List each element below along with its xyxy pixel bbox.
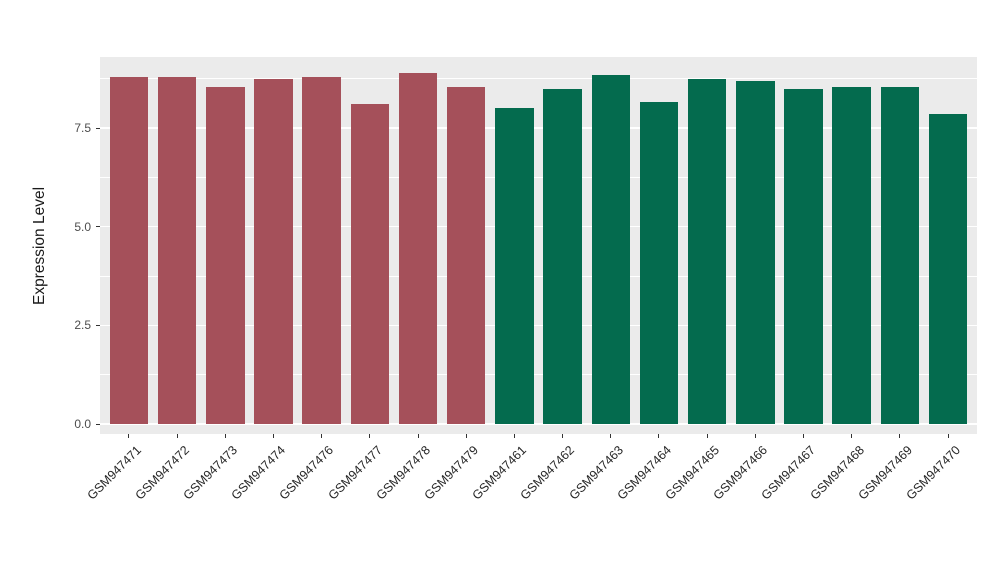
bar: [687, 78, 727, 424]
bar: [350, 104, 390, 424]
major-gridline: [100, 127, 977, 129]
x-tick-mark: [562, 434, 564, 438]
bar: [254, 78, 293, 424]
x-tick-mark: [899, 434, 901, 438]
x-tick-mark: [658, 434, 660, 438]
x-tick-mark: [321, 434, 323, 438]
bar: [928, 114, 968, 424]
x-tick-mark: [176, 434, 178, 438]
x-tick-mark: [272, 434, 274, 438]
minor-gridline: [100, 176, 977, 178]
y-tick-label: 5.0: [74, 219, 91, 234]
bar: [157, 76, 197, 424]
bar: [880, 86, 920, 424]
x-tick-mark: [224, 434, 226, 438]
major-gridline: [100, 423, 977, 425]
x-tick-mark: [128, 434, 130, 438]
major-gridline: [100, 324, 977, 327]
y-tick-label: 7.5: [74, 121, 91, 136]
x-tick-mark: [851, 434, 853, 438]
y-axis-title: Expression Level: [31, 186, 48, 305]
bar: [446, 86, 486, 424]
bar: [109, 76, 149, 424]
x-tick-mark: [803, 434, 805, 438]
bar: [639, 102, 679, 424]
x-tick-mark: [706, 434, 708, 438]
y-tick-mark: [96, 226, 100, 228]
y-tick-mark: [96, 127, 100, 129]
bar: [543, 88, 582, 424]
x-tick-mark: [947, 434, 949, 438]
bar: [495, 108, 534, 424]
bar: [736, 80, 775, 424]
x-tick-mark: [417, 434, 419, 438]
y-tick-mark: [96, 423, 100, 425]
y-tick-label: 2.5: [74, 318, 91, 333]
minor-gridline: [100, 275, 977, 277]
bar: [398, 72, 438, 424]
minor-gridline: [100, 78, 977, 80]
x-tick-mark: [513, 434, 515, 438]
bar: [832, 86, 871, 424]
bar: [302, 76, 341, 424]
bar: [591, 74, 631, 424]
bar: [206, 86, 245, 424]
y-tick-label: 0.0: [74, 417, 91, 431]
minor-gridline: [100, 374, 977, 376]
bar: [784, 88, 823, 424]
major-gridline: [100, 225, 977, 228]
x-tick-mark: [754, 434, 756, 438]
x-tick-mark: [610, 434, 612, 438]
x-tick-mark: [465, 434, 467, 438]
x-tick-mark: [369, 434, 371, 438]
y-tick-mark: [96, 324, 100, 326]
plot-panel: [100, 57, 977, 434]
